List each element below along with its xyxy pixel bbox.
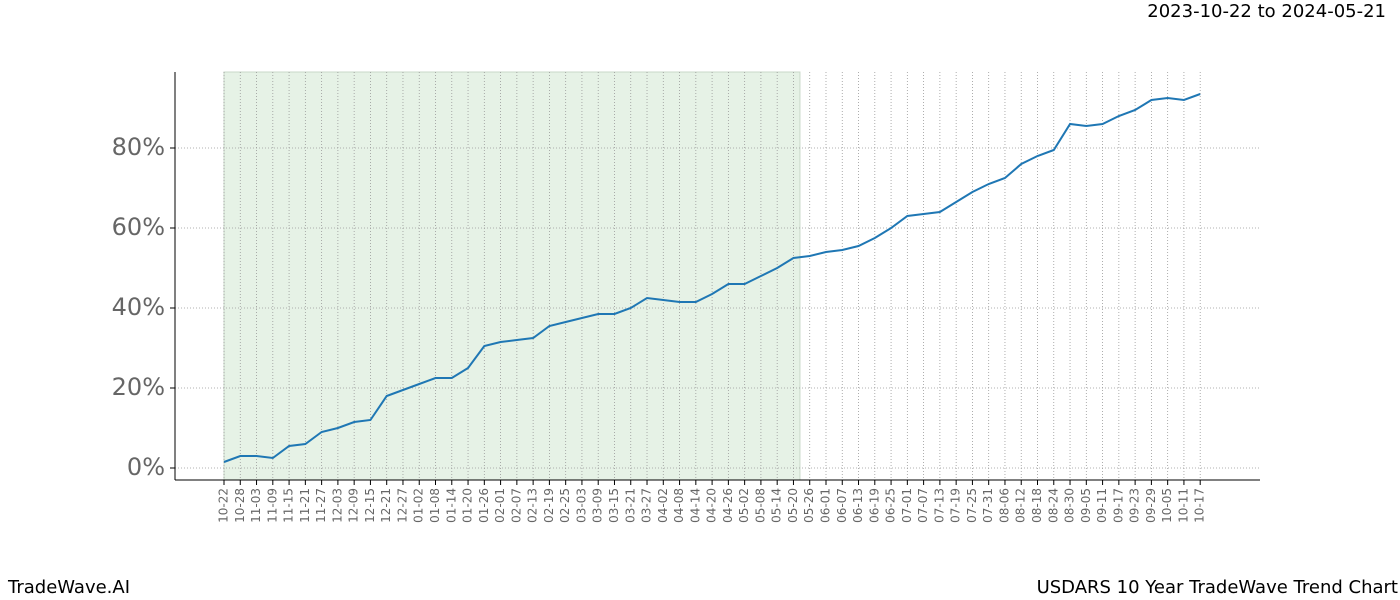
x-tick-label: 08-24 [1046,488,1060,523]
x-tick-label: 08-30 [1063,488,1077,523]
x-tick-label: 07-25 [965,488,979,523]
x-tick-label: 10-11 [1176,488,1190,523]
y-tick-label: 20% [112,373,165,401]
x-tick-label: 08-12 [1014,488,1028,523]
x-tick-label: 03-03 [574,488,588,523]
x-tick-label: 07-31 [981,488,995,523]
x-tick-label: 11-15 [282,488,296,523]
x-tick-label: 11-27 [314,488,328,523]
x-tick-label: 04-20 [705,488,719,523]
x-tick-label: 04-14 [688,488,702,523]
x-tick-label: 06-19 [867,488,881,523]
x-tick-label: 02-07 [509,488,523,523]
x-tick-label: 01-20 [461,488,475,523]
x-tick-label: 10-17 [1193,488,1207,523]
trend-line [223,93,1201,463]
x-tick-label: 06-13 [851,488,865,523]
x-tick-label: 12-03 [330,488,344,523]
x-tick-label: 08-06 [997,488,1011,523]
x-tick-label: 05-14 [770,488,784,523]
x-tick-label: 06-07 [835,488,849,523]
x-tick-label: 09-17 [1111,488,1125,523]
x-tick-label: 10-28 [233,488,247,523]
x-tick-label: 01-08 [428,488,442,523]
x-tick-label: 02-13 [526,488,540,523]
x-tick-label: 09-11 [1095,488,1109,523]
x-tick-label: 06-01 [818,488,832,523]
watermark: TradeWave.AI [7,577,130,598]
x-tick-label: 12-27 [395,488,409,523]
x-tick-label: 12-15 [363,488,377,523]
x-tick-label: 07-01 [900,488,914,523]
x-tick-label: 01-26 [477,488,491,523]
highlight-band [223,71,801,481]
x-tick-label: 09-23 [1128,488,1142,523]
x-tick-label: 12-21 [379,488,393,523]
y-tick-label: 80% [112,133,165,161]
x-tick-label: 11-21 [298,488,312,523]
x-tick-label: 05-02 [737,488,751,523]
x-tick-label: 09-05 [1079,488,1093,523]
y-tick-label: 60% [112,213,165,241]
x-tick-label: 01-14 [444,488,458,523]
x-tick-label: 12-09 [347,488,361,523]
x-tick-label: 03-09 [591,488,605,523]
x-tick-label: 05-20 [786,488,800,523]
x-tick-label: 07-13 [932,488,946,523]
chart-title: 2023-10-22 to 2024-05-21 [1147,1,1386,22]
x-tick-label: 05-08 [753,488,767,523]
x-tick-label: 07-19 [949,488,963,523]
x-tick-label: 03-27 [640,488,654,523]
x-tick-label: 06-25 [884,488,898,523]
x-tick-label: 07-07 [916,488,930,523]
x-tick-label: 10-05 [1160,488,1174,523]
caption: USDARS 10 Year TradeWave Trend Chart [1037,577,1398,598]
x-tick-label: 02-19 [542,488,556,523]
y-tick-label: 40% [112,293,165,321]
x-tick-label: 05-26 [802,488,816,523]
x-tick-label: 04-02 [656,488,670,523]
x-tick-label: 03-21 [623,488,637,523]
x-tick-label: 11-03 [249,488,263,523]
x-tick-label: 10-22 [217,488,231,523]
x-tick-label: 08-18 [1030,488,1044,523]
x-tick-label: 04-26 [721,488,735,523]
x-tick-label: 11-09 [265,488,279,523]
x-tick-label: 01-02 [412,488,426,523]
x-tick-label: 09-29 [1144,488,1158,523]
y-tick-label: 0% [127,453,165,481]
x-tick-label: 02-01 [493,488,507,523]
x-tick-label: 03-15 [607,488,621,523]
x-tick-label: 04-08 [672,488,686,523]
x-tick-label: 02-25 [558,488,572,523]
